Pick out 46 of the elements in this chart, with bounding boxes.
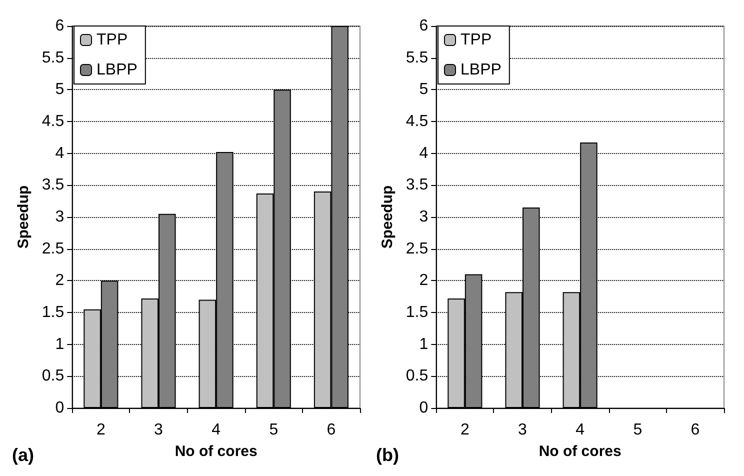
y-tick-label: 2: [55, 272, 64, 290]
text: (b): [376, 445, 399, 465]
x-tick-label: 4: [576, 422, 585, 438]
x-tick-label: 2: [460, 422, 470, 438]
text: (a): [12, 445, 34, 465]
y-tick-label: 3: [419, 208, 428, 226]
y-tick-label: 3.5: [406, 176, 428, 194]
y-tick-label: 4: [55, 144, 64, 162]
y-tick-label: 1.5: [42, 304, 64, 321]
y-tick-label: 1.5: [406, 304, 428, 321]
y-tick-label: 3.5: [42, 176, 64, 194]
y-tick-label: 5.5: [406, 49, 428, 66]
y-tick-label: 0.5: [42, 368, 64, 385]
x-axis-title: No of cores: [174, 443, 258, 460]
y-tick-label: 5: [419, 81, 428, 98]
x-tick-label: 6: [326, 422, 336, 438]
y-tick-label: 6: [419, 18, 428, 34]
y-tick-label: 5.5: [42, 49, 64, 66]
y-tick-label: 0: [55, 400, 64, 416]
x-tick-label: 4: [212, 422, 221, 438]
y-axis-title: Speedup: [15, 185, 32, 249]
y-tick-label: 1: [419, 336, 428, 353]
y-tick-label: 6: [55, 18, 64, 34]
x-tick-label: 6: [690, 422, 700, 438]
x-tick-label: 3: [154, 422, 164, 438]
y-tick-label: 5: [55, 81, 64, 98]
y-tick-label: 4: [419, 144, 428, 162]
y-tick-label: 0: [419, 400, 428, 416]
y-axis-title: Speedup: [379, 185, 396, 249]
y-tick-label: 4.5: [42, 113, 64, 130]
legend-label: LBPP: [96, 62, 138, 78]
y-tick-label: 2.5: [406, 240, 428, 258]
x-tick-label: 5: [633, 422, 642, 438]
y-tick-label: 4.5: [406, 113, 428, 130]
y-tick-label: 1: [55, 336, 64, 353]
legend-label: LBPP: [460, 62, 502, 78]
legend-label: TPP: [96, 32, 128, 48]
x-tick-label: 5: [269, 422, 278, 438]
legend-label: TPP: [460, 32, 492, 48]
y-tick-label: 2: [419, 272, 428, 290]
y-tick-label: 2.5: [42, 240, 64, 258]
x-tick-label: 3: [518, 422, 528, 438]
y-tick-label: 3: [55, 208, 64, 226]
y-tick-label: 0.5: [406, 368, 428, 385]
x-axis-title: No of cores: [538, 443, 622, 460]
x-tick-label: 2: [96, 422, 106, 438]
